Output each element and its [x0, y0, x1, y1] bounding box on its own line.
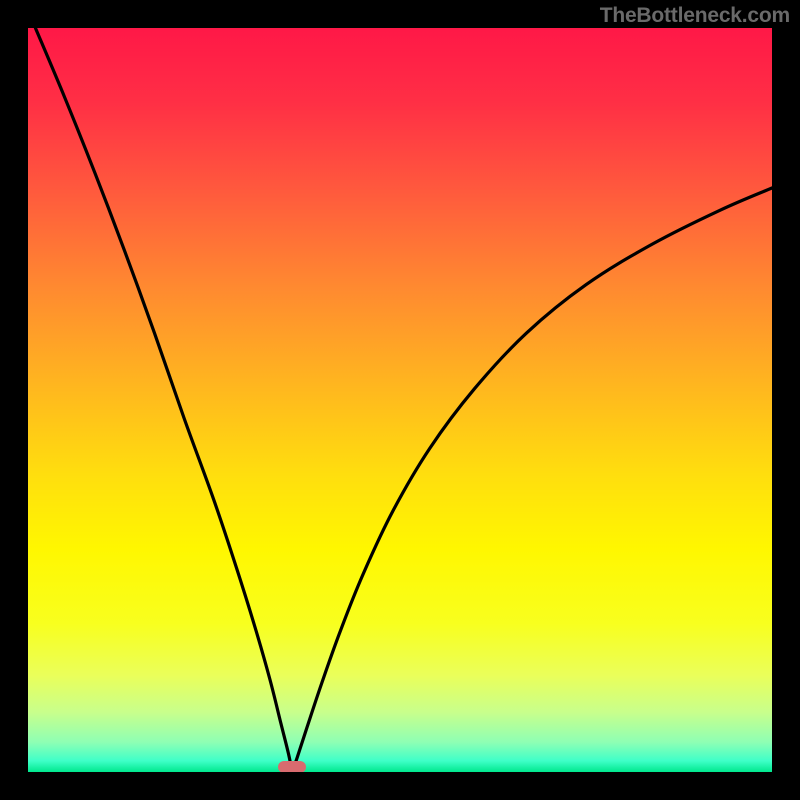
plot-area	[28, 28, 772, 772]
curve-svg	[28, 28, 772, 772]
watermark-text: TheBottleneck.com	[600, 4, 790, 28]
optimum-marker	[278, 761, 306, 772]
bottleneck-curve	[35, 28, 772, 772]
